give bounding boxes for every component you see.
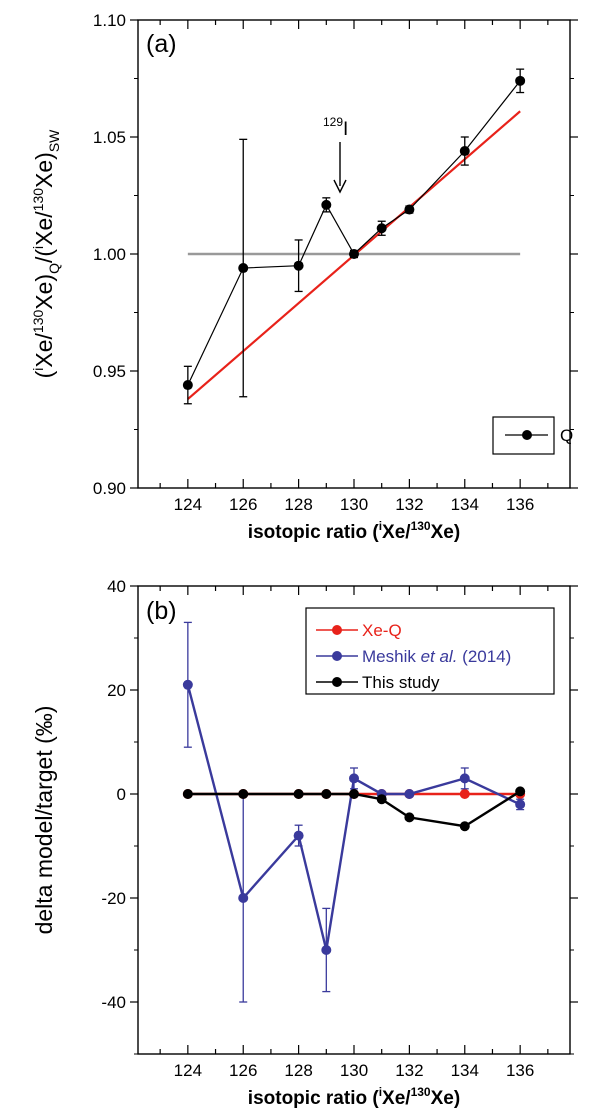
panel-b: 124 126 128 130 132 134 136 -40 -20 0 20 40 (b) Xe-…	[31, 577, 578, 1109]
b-series-1-point-129	[321, 945, 332, 955]
b-series-1-point-132	[404, 789, 415, 799]
b-xtick-label-128: 128	[284, 1061, 312, 1080]
b-series-1-point-124	[182, 679, 193, 690]
b-series-1-point-128	[293, 830, 304, 841]
legend-Q-label: Q	[560, 426, 573, 445]
legend-meshik-label: Meshik et al. (2014)	[362, 647, 511, 666]
a-xtick-label-134: 134	[451, 495, 479, 514]
panel-a-xlabel: isotopic ratio (iXe/130Xe)	[248, 519, 460, 543]
panel-b-frame	[137, 585, 571, 1055]
b-series-1-point-130	[349, 773, 359, 784]
b-series-1-line	[186, 684, 521, 951]
legend-meshik-marker	[332, 651, 342, 661]
legend-xeq-marker	[332, 625, 342, 635]
panel-b-ylabel: delta model/target (‰)	[31, 706, 57, 935]
a-xtick-label-136: 136	[506, 495, 534, 514]
a-series-0-point-129	[321, 199, 332, 210]
b-series-1-point-136	[515, 799, 526, 810]
b-xtick-label-132: 132	[395, 1061, 423, 1080]
a-ytick-label-0.90: 0.90	[93, 479, 126, 498]
a-xtick-label-132: 132	[395, 495, 423, 514]
b-ytick-label-0: 0	[117, 785, 126, 804]
b-series-1-point-134	[459, 773, 470, 784]
panel-a-frame	[137, 19, 571, 489]
b-ytick-label--40: -40	[101, 993, 126, 1012]
b-series-2-point-131	[376, 794, 387, 805]
a-series-0-point-124	[182, 380, 193, 391]
panel-b-label: (b)	[146, 597, 177, 625]
annotation-129I-text: 129I	[323, 115, 348, 140]
b-ytick-label--20: -20	[101, 889, 126, 908]
b-series-2-point-124	[182, 789, 193, 799]
panel-a-data	[182, 68, 526, 405]
panel-a-label: (a)	[146, 30, 177, 58]
b-series-1-point-126	[238, 893, 249, 903]
a-series-0-point-131	[376, 223, 387, 234]
a-xtick-label-130: 130	[340, 495, 368, 514]
a-xtick-label-126: 126	[229, 495, 257, 514]
panel-b-xlabel: isotopic ratio (iXe/130Xe)	[248, 1085, 460, 1109]
b-xtick-label-126: 126	[229, 1061, 257, 1080]
b-xtick-label-130: 130	[340, 1061, 368, 1080]
b-series-2-point-136	[515, 786, 526, 797]
annotation-129I: 129I	[323, 115, 348, 194]
b-ytick-label-40: 40	[107, 577, 126, 596]
a-series-0-point-130	[349, 249, 359, 259]
b-series-2-point-134	[459, 821, 470, 832]
a-ytick-label-1.05: 1.05	[93, 128, 126, 147]
b-series-2-point-128	[293, 789, 304, 799]
b-series-0-point-134	[459, 789, 470, 799]
b-ytick-label-20: 20	[107, 681, 126, 700]
a-series-0-point-132	[404, 204, 415, 215]
panel-a-ylabel: (iXe/130Xe)Q/(iXe/130Xe)SW	[30, 129, 62, 379]
b-xtick-label-124: 124	[174, 1061, 202, 1080]
legend-Q-marker	[522, 430, 532, 440]
a-series-0-point-134	[459, 146, 470, 157]
panel-a: 124 126 128 130 132 134 136 0.90 0.95 1.00 1.05 1.1…	[30, 11, 578, 543]
annotation-arrow-head	[333, 179, 347, 194]
panel-a-ticks: 124 126 128 130 132 134 136 0.90 0.95 1.00 1.05 1.1…	[93, 11, 578, 514]
b-xtick-label-134: 134	[451, 1061, 479, 1080]
a-ytick-label-1.00: 1.00	[93, 245, 126, 264]
legend-xeq-label: Xe-Q	[362, 621, 402, 640]
legend-thisstudy-label: This study	[362, 673, 440, 692]
a-xtick-label-128: 128	[284, 495, 312, 514]
a-ytick-label-1.10: 1.10	[93, 11, 126, 30]
b-xtick-label-136: 136	[506, 1061, 534, 1080]
a-series-0-point-136	[515, 75, 526, 86]
panel-b-legend: Xe-Q Meshik et al. (2014) This study	[305, 607, 555, 695]
panel-b-data	[182, 621, 526, 1003]
a-series-0-line	[187, 80, 521, 386]
a-series-0-point-126	[238, 263, 249, 274]
b-series-2-point-126	[238, 789, 249, 799]
b-series-2-point-129	[321, 789, 332, 799]
a-ytick-label-0.95: 0.95	[93, 362, 126, 381]
a-xtick-label-124: 124	[174, 495, 202, 514]
legend-thisstudy-marker	[332, 677, 342, 687]
b-series-2-point-132	[404, 812, 415, 823]
panel-b-legend-box	[305, 607, 555, 695]
panel-b-ticks: 124 126 128 130 132 134 136 -40 -20 0 20 40	[101, 577, 578, 1080]
panel-a-legend: Q	[492, 416, 573, 455]
b-series-2-point-130	[349, 789, 359, 799]
a-series-0-point-128	[293, 260, 304, 271]
